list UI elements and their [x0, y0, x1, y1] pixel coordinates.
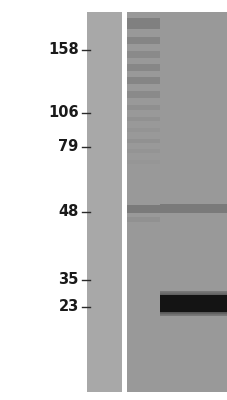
Bar [159, 314, 227, 315]
Bar [126, 160, 159, 164]
Bar [159, 296, 227, 297]
Bar [126, 64, 159, 71]
Bar [159, 302, 227, 303]
Bar [159, 293, 227, 294]
Bar [126, 205, 159, 213]
Bar [159, 306, 227, 307]
Bar [126, 37, 159, 44]
Bar [126, 105, 159, 110]
Bar [126, 12, 227, 392]
Bar [159, 304, 227, 305]
Bar [159, 313, 227, 314]
Bar [159, 300, 227, 301]
Bar [159, 303, 227, 304]
Bar [159, 315, 227, 316]
Text: 106: 106 [48, 105, 78, 120]
Bar [159, 291, 227, 292]
Bar [126, 51, 159, 58]
Bar [159, 297, 227, 298]
Text: 158: 158 [48, 42, 78, 58]
Bar [159, 312, 227, 313]
Bar [126, 138, 159, 143]
Bar [159, 292, 227, 293]
Bar [126, 92, 159, 98]
Bar [86, 12, 121, 392]
Text: 23: 23 [58, 299, 78, 314]
Bar [159, 302, 227, 304]
Bar [159, 308, 227, 310]
Bar [159, 298, 227, 300]
Bar [126, 77, 159, 84]
Bar [159, 301, 227, 302]
Bar [159, 204, 227, 213]
Bar [159, 311, 227, 312]
Bar [159, 307, 227, 308]
Bar [159, 305, 227, 306]
Bar [126, 170, 159, 174]
Text: 35: 35 [58, 272, 78, 287]
Bar [159, 298, 227, 299]
Bar [126, 149, 159, 153]
Bar [159, 310, 227, 311]
Bar [126, 116, 159, 122]
Bar [126, 217, 159, 222]
Bar [159, 295, 227, 312]
Bar [159, 299, 227, 300]
Bar [126, 18, 159, 29]
Bar [159, 309, 227, 310]
Bar [121, 12, 126, 392]
Text: 48: 48 [58, 204, 78, 219]
Bar [159, 312, 227, 314]
Bar [126, 128, 159, 132]
Bar [159, 294, 227, 296]
Bar [159, 292, 227, 294]
Bar [159, 306, 227, 308]
Text: 79: 79 [58, 139, 78, 154]
Bar [159, 295, 227, 296]
